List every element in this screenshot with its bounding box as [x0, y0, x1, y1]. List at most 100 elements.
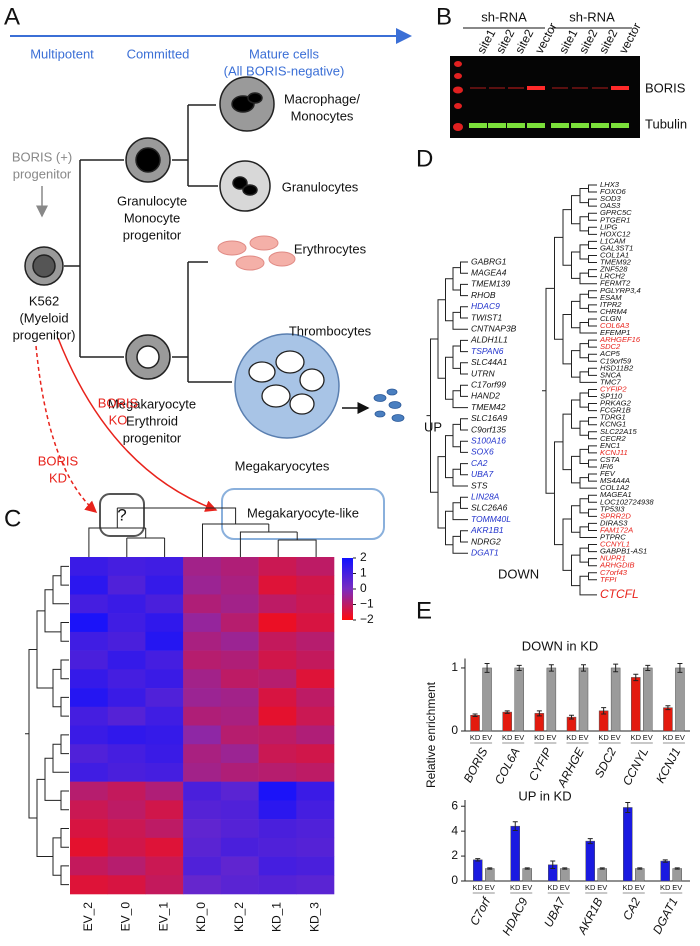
erythrocyte [217, 240, 247, 256]
x-tick-label: ARHGE [554, 744, 587, 790]
band [591, 123, 609, 128]
cell-label: progenitor [123, 430, 182, 445]
gene-label: GPRC5C [600, 208, 632, 217]
error-bar [587, 838, 593, 845]
bar [631, 677, 641, 732]
error-bar [625, 801, 631, 813]
heatmap-cell [107, 669, 146, 689]
series-label: KD [470, 733, 481, 742]
heatmap-cell [183, 631, 222, 651]
color-tick-label: 2 [360, 550, 367, 564]
band-label: BORIS [645, 80, 686, 95]
gene-label: UTRN [471, 368, 495, 378]
bar [510, 825, 520, 882]
series-label: EV [578, 733, 588, 742]
gene-label: FEV [600, 469, 616, 478]
series-label: KD [566, 733, 577, 742]
gene-label: CTCFL [600, 587, 639, 601]
heatmap-cell [145, 575, 184, 595]
nucleus [289, 393, 315, 415]
heatmap-cell [220, 688, 259, 708]
series-label: KD [660, 883, 671, 892]
gene-label: S100A16 [471, 435, 506, 445]
bracket [172, 104, 218, 187]
erythrocyte [268, 251, 296, 267]
heatmap-cell [145, 557, 184, 577]
heatmap-cell [145, 762, 184, 782]
heatmap-cell [145, 594, 184, 614]
gene-label: IFI6 [600, 462, 614, 471]
cell-label: Megakaryocyte-like [247, 505, 359, 520]
band [507, 123, 525, 128]
heatmap-cell [258, 837, 297, 857]
gene-label: CHRM4 [600, 307, 627, 316]
stage-label: (All BORIS-negative) [224, 63, 345, 78]
x-tick-label: HDAC9 [499, 895, 531, 938]
band [488, 123, 506, 128]
gene-label: SPRR2D [600, 511, 631, 520]
column-label: EV_0 [119, 902, 133, 932]
error-bar [484, 663, 490, 673]
gene-label: GABRG1 [471, 256, 507, 266]
western-blot [450, 27, 640, 138]
heatmap-cell [107, 819, 146, 839]
panel-letter: C [4, 505, 21, 532]
heatmap-cell [296, 800, 335, 820]
heatmap-cell [107, 725, 146, 745]
error-bar [665, 705, 671, 711]
lane-label: site1 [556, 27, 580, 56]
series-label: KD [585, 883, 596, 892]
cell-label: Megakaryocytes [235, 458, 330, 473]
gene-label: TP53I3 [600, 504, 625, 513]
error-bar [599, 867, 605, 870]
heatmap-cell [258, 856, 297, 876]
heatmap-cell [107, 856, 146, 876]
platelet [373, 394, 387, 402]
nucleus [275, 350, 305, 374]
heatmap-cell [258, 613, 297, 633]
heatmap-cell [258, 575, 297, 595]
kd-arrow [35, 345, 98, 513]
x-tick-label: BORIS [461, 745, 491, 785]
group-label: sh-RNA [569, 9, 615, 24]
heatmap-cell [145, 856, 184, 876]
ladder-band [453, 86, 463, 94]
cell-label: Thrombocytes [289, 323, 372, 338]
lane-label: site2 [493, 27, 517, 56]
heatmap-cell [183, 725, 222, 745]
gene-label: L1CAM [600, 236, 626, 245]
lane-label: vector [532, 20, 560, 55]
lane-label: vector [616, 20, 644, 55]
erythrocyte [235, 255, 265, 271]
heatmap-cell [296, 781, 335, 801]
error-bar [536, 710, 542, 717]
panel-letter: B [436, 3, 452, 30]
heatmap-cell [107, 575, 146, 595]
series-label: KD [510, 883, 521, 892]
band [552, 87, 568, 89]
y-tick-label: 6 [451, 798, 458, 812]
heatmap-cell [145, 613, 184, 633]
panel-letter: D [416, 145, 433, 172]
granulocyte-nucleus [242, 184, 258, 196]
heatmap-cell [220, 725, 259, 745]
bar [522, 868, 532, 882]
heatmap-cell [258, 688, 297, 708]
band [611, 123, 629, 128]
heatmap-cell [107, 613, 146, 633]
bar [502, 711, 512, 732]
heatmap-cell [183, 557, 222, 577]
heatmap-cell [296, 706, 335, 726]
error-bar [613, 663, 619, 673]
erythrocytes [217, 235, 296, 271]
error-bar [475, 858, 481, 862]
series-label: EV [522, 883, 532, 892]
gene-label: ZNF528 [599, 265, 628, 274]
bar [643, 667, 653, 732]
heatmap-cell [107, 650, 146, 670]
heatmap-cell [70, 669, 109, 689]
heatmap-cell [107, 800, 146, 820]
gene-label: TDRG1 [600, 413, 626, 422]
heatmap-cell [145, 669, 184, 689]
series-label: EV [514, 733, 524, 742]
